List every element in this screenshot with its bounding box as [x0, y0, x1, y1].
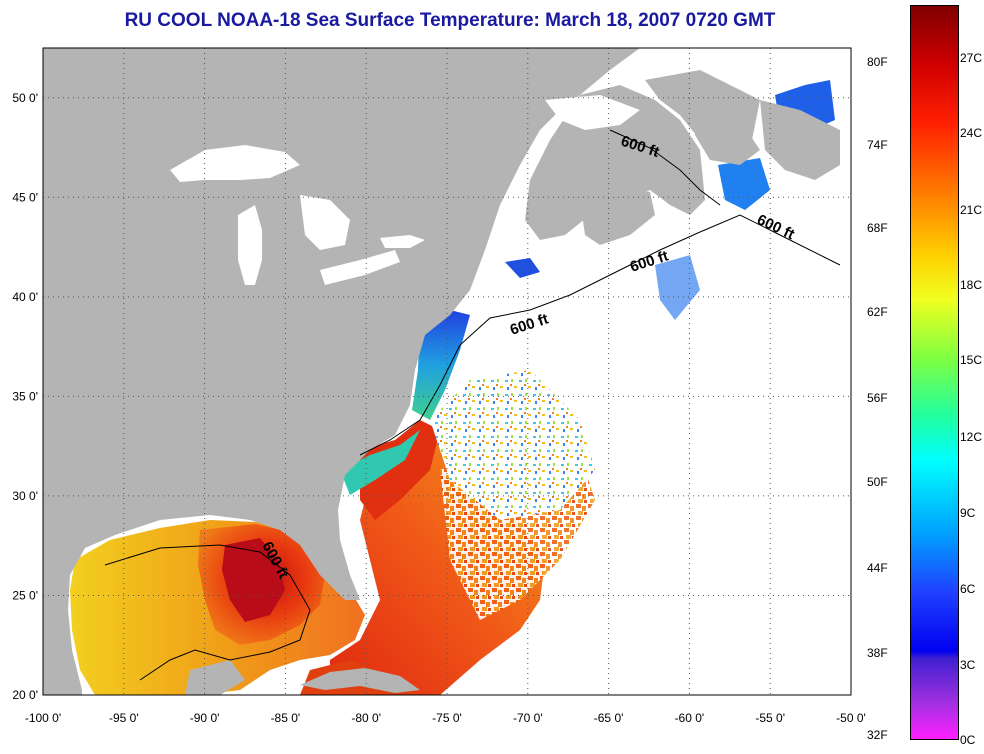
- colorbar-c-label: 0C: [960, 733, 976, 747]
- lat-tick-label: 40 0': [12, 290, 38, 304]
- lon-tick-label: -75 0': [432, 711, 462, 725]
- lon-tick-label: -70 0': [513, 711, 543, 725]
- lon-tick-label: -50 0': [836, 711, 866, 725]
- lon-tick-label: -55 0': [755, 711, 785, 725]
- lon-tick-label: -60 0': [675, 711, 705, 725]
- colorbar-f-label: 62F: [867, 305, 888, 319]
- colorbar-f-label: 44F: [867, 561, 888, 575]
- plot-frame: [42, 47, 852, 696]
- caribbean-islands: [185, 660, 420, 695]
- colorbar-f-label: 50F: [867, 475, 888, 489]
- colorbar-c-label: 18C: [960, 278, 983, 292]
- colorbar-c-label: 21C: [960, 203, 983, 217]
- colorbar-f-label: 32F: [867, 728, 888, 742]
- colorbar-c-label: 9C: [960, 506, 976, 520]
- colorbar-c-label: 24C: [960, 126, 983, 140]
- lat-tick-label: 20 0': [12, 688, 38, 702]
- colorbar-gradient: [911, 6, 958, 739]
- lon-tick-label: -85 0': [271, 711, 301, 725]
- lat-tick-label: 50 0': [12, 91, 38, 105]
- colorbar-f-label: 74F: [867, 138, 888, 152]
- isobath-600ft-lines: [104, 129, 841, 681]
- colorbar-f-label: 68F: [867, 221, 888, 235]
- gulf-of-mexico-sst: [70, 520, 365, 695]
- lat-tick-label: 25 0': [12, 588, 38, 602]
- colorbar-c-label: 12C: [960, 430, 983, 444]
- lon-tick-label: -90 0': [190, 711, 220, 725]
- colorbar-c-label: 6C: [960, 582, 976, 596]
- lon-tick-label: -65 0': [594, 711, 624, 725]
- lat-tick-label: 35 0': [12, 389, 38, 403]
- colorbar-f-label: 80F: [867, 55, 888, 69]
- colorbar-f-label: 56F: [867, 391, 888, 405]
- lon-tick-label: -80 0': [351, 711, 381, 725]
- lon-tick-label: -100 0': [25, 711, 61, 725]
- colorbar: [910, 5, 959, 740]
- colorbar-c-label: 27C: [960, 51, 983, 65]
- lat-tick-label: 30 0': [12, 489, 38, 503]
- colorbar-f-label: 38F: [867, 646, 888, 660]
- colorbar-c-label: 3C: [960, 658, 976, 672]
- great-lakes: [170, 95, 640, 285]
- lon-tick-label: -95 0': [109, 711, 139, 725]
- atlantic-warm-sst: [330, 370, 595, 695]
- colorbar-c-label: 15C: [960, 353, 983, 367]
- chart-title: RU COOL NOAA-18 Sea Surface Temperature:…: [124, 10, 776, 31]
- lat-tick-label: 45 0': [12, 190, 38, 204]
